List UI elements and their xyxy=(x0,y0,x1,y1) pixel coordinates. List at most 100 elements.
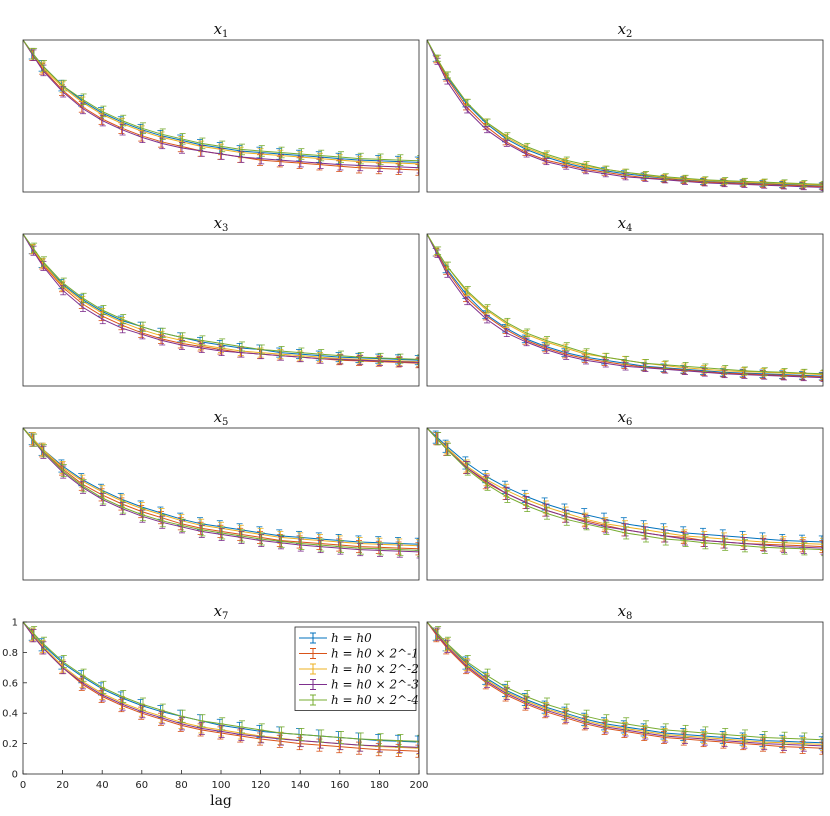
series-group xyxy=(23,621,419,758)
series-line-1 xyxy=(23,39,419,163)
series-line-5 xyxy=(427,621,823,741)
panel-title-subscript: 1 xyxy=(222,29,228,40)
series-line-1 xyxy=(427,427,823,543)
series-line-2 xyxy=(23,427,419,550)
panel-title-subscript: 6 xyxy=(626,417,632,428)
panel-x5: x5 xyxy=(22,408,420,581)
series-line-2 xyxy=(23,621,419,752)
axes-box xyxy=(426,233,824,387)
series-line-5 xyxy=(23,427,419,551)
series-line-4 xyxy=(427,621,823,747)
panel-title-base: x xyxy=(214,408,223,426)
series-line-4 xyxy=(427,427,823,549)
axes-box xyxy=(426,621,824,775)
y-tick-label: 0.4 xyxy=(2,709,18,720)
series-group xyxy=(427,621,823,755)
legend-entry-label: h = h0 × 2^-1 xyxy=(331,647,419,661)
series-line-5 xyxy=(427,427,823,551)
series-line-1 xyxy=(427,233,823,377)
panel-title: x2 xyxy=(618,20,633,40)
series-line-4 xyxy=(23,621,419,748)
x-tick-label: 20 xyxy=(56,780,69,791)
y-tick-label: 0.2 xyxy=(2,739,18,750)
x-tick-label: 120 xyxy=(251,780,270,791)
series-line-1 xyxy=(427,39,823,187)
y-tick-label: 0.6 xyxy=(2,678,18,689)
x-tick-label: 100 xyxy=(211,780,230,791)
axes-box xyxy=(426,427,824,581)
x-tick-label: 60 xyxy=(135,780,148,791)
panel-x4: x4 xyxy=(426,214,824,387)
panel-title: x8 xyxy=(618,602,633,622)
axes-box xyxy=(22,233,420,387)
panel-title-base: x xyxy=(214,214,223,232)
legend-entry-label: h = h0 × 2^-4 xyxy=(331,693,419,707)
series-line-5 xyxy=(23,39,419,162)
series-line-2 xyxy=(23,233,419,364)
panel-x1: x1 xyxy=(22,20,420,193)
series-line-4 xyxy=(427,233,823,379)
axes-box xyxy=(22,427,420,581)
x-tick-label: 40 xyxy=(96,780,109,791)
series-line-2 xyxy=(427,39,823,188)
series-line-4 xyxy=(23,233,419,363)
series-line-4 xyxy=(23,427,419,553)
axes-box xyxy=(22,39,420,193)
series-line-5 xyxy=(427,39,823,185)
series-line-1 xyxy=(23,427,419,545)
y-tick-label: 0 xyxy=(12,770,18,781)
series-line-5 xyxy=(23,621,419,742)
series-group xyxy=(23,39,419,176)
series-line-3 xyxy=(427,39,823,186)
panel-title-subscript: 8 xyxy=(626,611,632,622)
panel-x6: x6 xyxy=(426,408,824,581)
series-line-3 xyxy=(427,427,823,545)
series-line-1 xyxy=(427,621,823,744)
panel-x8: x8 xyxy=(426,602,824,775)
panel-title: x5 xyxy=(214,408,229,428)
panel-title: x1 xyxy=(214,20,229,40)
x-tick-label: 80 xyxy=(175,780,188,791)
panel-x3: x3 xyxy=(22,214,420,387)
panel-title-base: x xyxy=(214,20,223,38)
legend-entry-label: h = h0 × 2^-2 xyxy=(331,662,419,676)
x-axis-label: lag xyxy=(210,793,232,809)
series-line-3 xyxy=(427,621,823,745)
x-tick-label: 0 xyxy=(20,780,26,791)
series-line-5 xyxy=(23,233,419,360)
series-line-3 xyxy=(23,427,419,547)
panel-title-base: x xyxy=(618,214,627,232)
axes-box xyxy=(426,39,824,193)
panel-title-base: x xyxy=(618,408,627,426)
series-line-3 xyxy=(23,233,419,363)
x-tick-label: 140 xyxy=(291,780,310,791)
panel-title: x7 xyxy=(214,602,229,622)
panel-title-base: x xyxy=(618,20,627,38)
series-line-5 xyxy=(427,233,823,375)
series-line-4 xyxy=(427,39,823,188)
y-tick-label: 0.8 xyxy=(2,648,18,659)
y-tick-label: 1 xyxy=(12,618,18,629)
series-group xyxy=(427,233,823,382)
series-line-2 xyxy=(427,233,823,378)
panel-title-subscript: 3 xyxy=(222,223,228,234)
x-tick-label: 180 xyxy=(370,780,389,791)
panel-title-subscript: 4 xyxy=(626,223,632,234)
panel-title-subscript: 7 xyxy=(222,611,228,622)
series-group xyxy=(427,39,823,191)
x-tick-label: 160 xyxy=(330,780,349,791)
series-group xyxy=(23,233,419,369)
x-tick-label: 200 xyxy=(409,780,428,791)
panel-title: x6 xyxy=(618,408,633,428)
panel-x7: x7 0 20 40 60 80 100 120 140 160 180 200 0 0.2 0.4 0.6 0… xyxy=(2,602,428,809)
series-line-3 xyxy=(23,39,419,165)
series-line-2 xyxy=(427,621,823,749)
panel-title-base: x xyxy=(618,602,627,620)
legend-entry-label: h = h0 xyxy=(331,631,372,645)
panel-title-subscript: 5 xyxy=(222,417,228,428)
panel-title-base: x xyxy=(214,602,223,620)
legend-entry-label: h = h0 × 2^-3 xyxy=(331,678,419,692)
series-group xyxy=(427,427,823,557)
legend: h = h0 h = h0 × 2^-1h = h0 × 2^-2 h = h0 ×… xyxy=(294,626,419,711)
